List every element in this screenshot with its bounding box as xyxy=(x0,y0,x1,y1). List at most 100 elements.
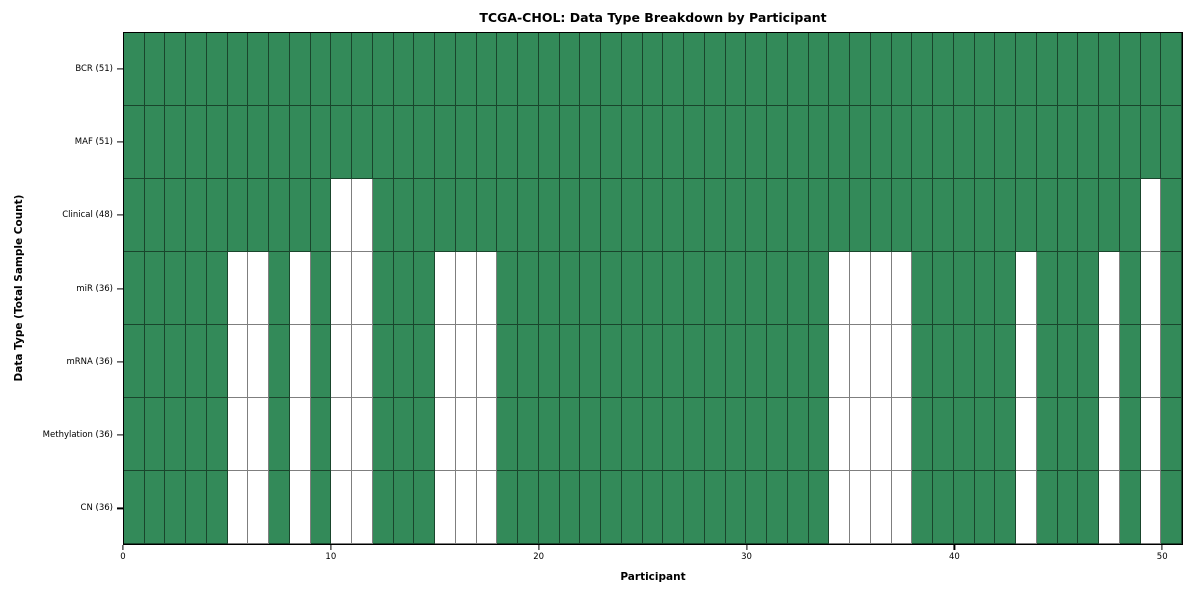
heatmap-cell xyxy=(1140,471,1162,544)
heatmap-cell xyxy=(352,252,373,325)
heatmap-cell xyxy=(829,471,851,544)
heatmap-cell xyxy=(870,471,892,544)
heatmap-cell xyxy=(933,106,954,179)
heatmap-cell xyxy=(352,325,373,398)
heatmap-cell xyxy=(393,398,415,471)
heatmap-cell xyxy=(476,398,498,471)
heatmap-cell xyxy=(870,33,892,106)
plot-area: Present Absent xyxy=(123,32,1183,545)
heatmap-cell xyxy=(663,325,685,398)
heatmap-cell xyxy=(621,179,643,252)
heatmap-cell xyxy=(580,325,602,398)
heatmap-cell xyxy=(372,179,394,252)
heatmap-cell xyxy=(663,398,685,471)
heatmap-cell xyxy=(393,471,415,544)
heatmap-cell xyxy=(933,179,954,252)
heatmap-cell xyxy=(704,106,726,179)
heatmap-cell xyxy=(601,252,622,325)
heatmap-cell xyxy=(933,471,954,544)
heatmap-cell xyxy=(953,33,975,106)
heatmap-cell xyxy=(497,252,519,325)
y-tick-label: CN (36) xyxy=(80,503,113,514)
heatmap-cell xyxy=(1036,179,1058,252)
heatmap-cell xyxy=(144,106,166,179)
heatmap-cell xyxy=(144,471,166,544)
heatmap-cell xyxy=(1036,252,1058,325)
heatmap-cell xyxy=(227,325,249,398)
heatmap-cell xyxy=(393,325,415,398)
heatmap-cell xyxy=(1016,179,1037,252)
heatmap-cell xyxy=(124,33,145,106)
heatmap-cell xyxy=(435,325,456,398)
heatmap-cell xyxy=(269,471,290,544)
heatmap-cell xyxy=(518,471,539,544)
heatmap-cell xyxy=(663,106,685,179)
heatmap-cell xyxy=(186,471,207,544)
y-tick-mark xyxy=(117,361,123,363)
x-tick-label: 40 xyxy=(948,552,960,562)
heatmap-cell xyxy=(331,179,353,252)
heatmap-cell xyxy=(289,252,311,325)
heatmap-cell xyxy=(870,179,892,252)
heatmap-cell xyxy=(1036,33,1058,106)
heatmap-cell xyxy=(269,106,290,179)
heatmap-cell xyxy=(497,179,519,252)
heatmap-cell xyxy=(186,325,207,398)
heatmap-cell xyxy=(746,398,768,471)
heatmap-cell xyxy=(684,252,705,325)
heatmap-cell xyxy=(642,252,664,325)
heatmap-cell xyxy=(808,471,830,544)
heatmap-cell xyxy=(870,325,892,398)
heatmap-cell xyxy=(414,252,436,325)
heatmap-cell xyxy=(829,252,851,325)
heatmap-cell xyxy=(1140,106,1162,179)
heatmap-cell xyxy=(787,325,809,398)
heatmap-cell xyxy=(580,471,602,544)
heatmap-cell xyxy=(455,179,477,252)
heatmap-cell xyxy=(1016,33,1037,106)
heatmap-cell xyxy=(455,471,477,544)
heatmap-cell xyxy=(580,33,602,106)
heatmap-cell xyxy=(684,325,705,398)
heatmap-cell xyxy=(476,33,498,106)
heatmap-cell xyxy=(974,471,996,544)
heatmap-cell xyxy=(559,179,581,252)
heatmap-cell xyxy=(435,471,456,544)
heatmap-cell xyxy=(248,471,270,544)
heatmap-cell xyxy=(310,33,332,106)
heatmap-cell xyxy=(601,179,622,252)
heatmap-cell xyxy=(1036,471,1058,544)
heatmap-cell xyxy=(850,33,871,106)
heatmap-cell xyxy=(310,179,332,252)
heatmap-cell xyxy=(953,252,975,325)
heatmap-cell xyxy=(559,325,581,398)
heatmap-cell xyxy=(850,252,871,325)
heatmap-cell xyxy=(1016,398,1037,471)
heatmap-cell xyxy=(227,252,249,325)
heatmap-cell xyxy=(331,106,353,179)
y-tick-mark xyxy=(117,68,123,70)
heatmap-cell xyxy=(953,325,975,398)
heatmap-cell xyxy=(912,179,934,252)
heatmap-cell xyxy=(704,252,726,325)
heatmap-cell xyxy=(372,398,394,471)
heatmap-cell xyxy=(829,33,851,106)
heatmap-cell xyxy=(808,33,830,106)
heatmap-cell xyxy=(538,252,560,325)
heatmap-cell xyxy=(684,106,705,179)
heatmap-cell xyxy=(1119,179,1141,252)
heatmap-cell xyxy=(1016,325,1037,398)
heatmap-cell xyxy=(767,106,788,179)
heatmap-cell xyxy=(767,179,788,252)
heatmap-cell xyxy=(144,179,166,252)
x-tick-label: 50 xyxy=(1156,552,1168,562)
x-tick-mark xyxy=(953,545,955,550)
heatmap-cell xyxy=(1078,179,1100,252)
heatmap-cell xyxy=(1161,398,1182,471)
heatmap-cell xyxy=(248,398,270,471)
heatmap-cell xyxy=(891,471,913,544)
heatmap-cell xyxy=(621,33,643,106)
heatmap-cell xyxy=(912,33,934,106)
heatmap-cell xyxy=(1078,106,1100,179)
heatmap-cell xyxy=(289,106,311,179)
